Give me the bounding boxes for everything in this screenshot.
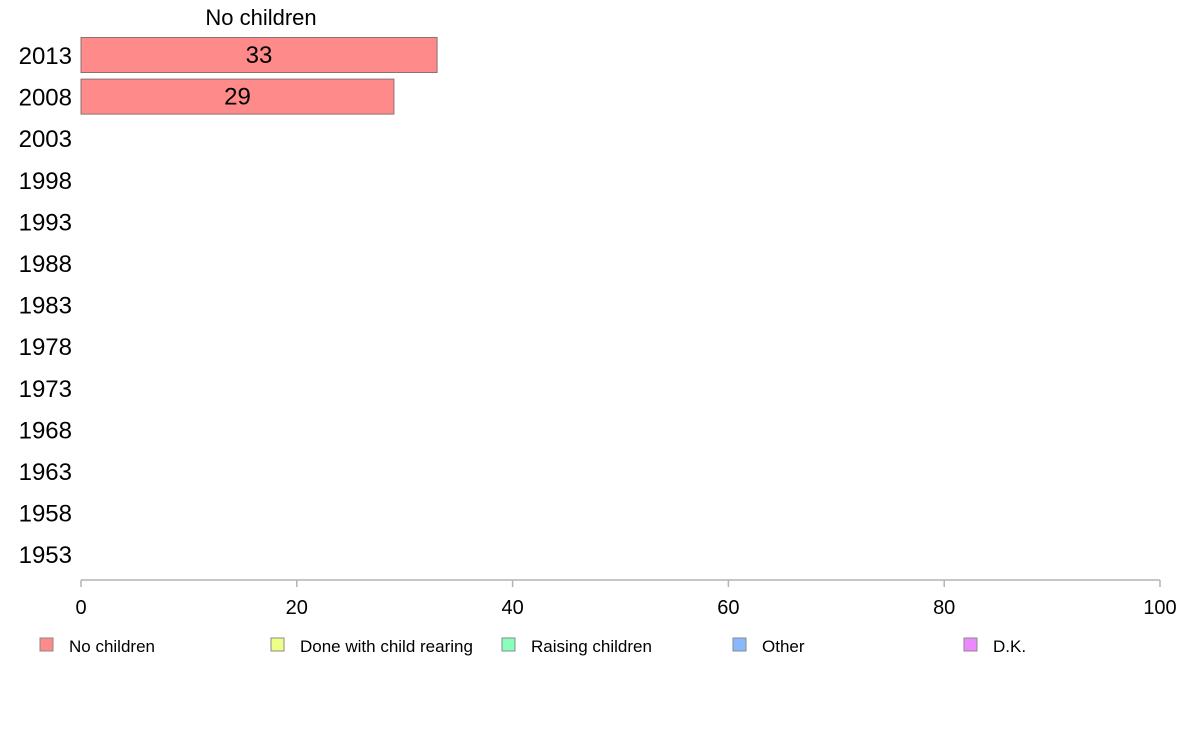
legend-item: No children <box>39 637 155 656</box>
group-title: No children <box>205 5 316 30</box>
bar <box>80 37 438 73</box>
bar-value-label: 33 <box>246 42 273 69</box>
category-label: 2003 <box>19 126 72 153</box>
legend-label: D.K. <box>993 637 1026 656</box>
category-label: 1993 <box>19 209 72 236</box>
legend-swatch <box>501 637 516 652</box>
legend-item: Raising children <box>501 637 652 656</box>
bar-value-label: 29 <box>224 84 251 111</box>
legend-item: Done with child rearing <box>270 637 473 656</box>
legend-swatch <box>963 637 978 652</box>
category-label: 1988 <box>19 251 72 278</box>
x-tick-label: 20 <box>286 597 308 619</box>
category-label: 1978 <box>19 334 72 361</box>
category-label: 1973 <box>19 376 72 403</box>
group-titles: No children <box>205 5 316 30</box>
category-label: 1953 <box>19 542 72 569</box>
legend-swatch <box>270 637 285 652</box>
x-tick-label: 40 <box>501 597 523 619</box>
bar <box>80 78 395 115</box>
category-labels: 2013 2008 2003 1998 1993 1988 1983 1978 1973 1968… <box>19 43 72 569</box>
legend-item: D.K. <box>963 637 1026 656</box>
category-label: 1958 <box>19 501 72 528</box>
legend-swatch <box>39 637 54 652</box>
legend-swatch <box>732 637 747 652</box>
legend-label: Raising children <box>531 637 652 656</box>
category-label: 1968 <box>19 417 72 444</box>
legend: No children Done with child rearing Raisin… <box>39 637 1026 656</box>
x-axis: 0 20 40 60 80 100 <box>75 579 1177 619</box>
x-tick-label: 100 <box>1143 597 1176 619</box>
x-tick-label: 60 <box>717 597 739 619</box>
category-label: 2013 <box>19 43 72 70</box>
category-label: 1998 <box>19 168 72 195</box>
legend-label: Other <box>762 637 805 656</box>
x-tick-label: 80 <box>933 597 955 619</box>
category-label: 1983 <box>19 293 72 320</box>
legend-label: Done with child rearing <box>300 637 473 656</box>
category-label: 2008 <box>19 85 72 112</box>
category-label: 1963 <box>19 459 72 486</box>
x-tick-label: 0 <box>75 597 86 619</box>
legend-item: Other <box>732 637 805 656</box>
legend-label: No children <box>69 637 155 656</box>
bars: 33 29 <box>80 37 438 115</box>
